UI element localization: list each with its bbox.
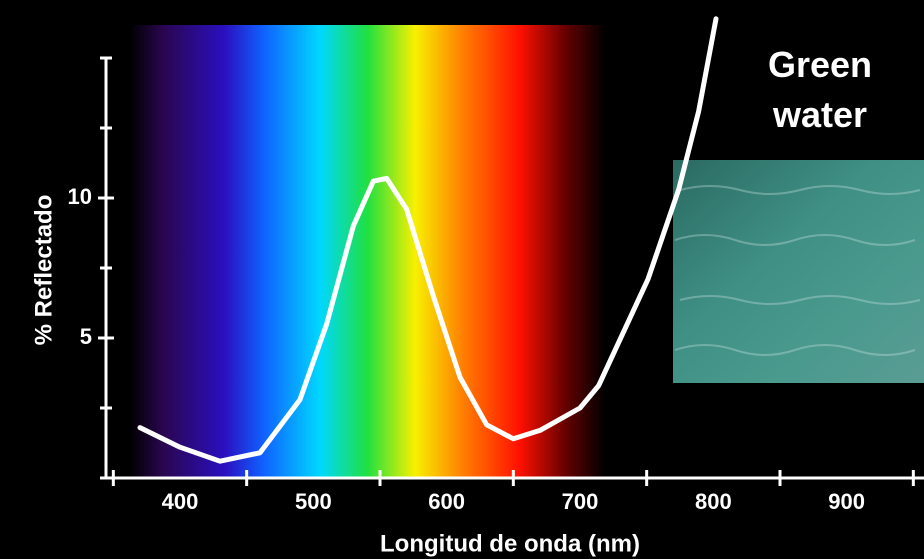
annotation: Green water bbox=[768, 44, 872, 135]
y-tick-label: 10 bbox=[68, 184, 92, 209]
water-photo bbox=[673, 160, 924, 383]
x-tick-label: 700 bbox=[562, 489, 599, 514]
x-tick-label: 600 bbox=[428, 489, 465, 514]
y-tick-label: 5 bbox=[80, 324, 92, 349]
x-tick-label: 400 bbox=[162, 489, 199, 514]
x-tick-label: 900 bbox=[828, 489, 865, 514]
x-axis-label: Longitud de onda (nm) bbox=[380, 530, 640, 557]
x-tick-label: 500 bbox=[295, 489, 332, 514]
reflectance-line bbox=[137, 16, 719, 464]
y-axis-label: % Reflectado bbox=[30, 195, 57, 346]
water-waves bbox=[674, 185, 921, 356]
x-tick-label: 800 bbox=[695, 489, 732, 514]
spectrum bbox=[130, 25, 605, 478]
